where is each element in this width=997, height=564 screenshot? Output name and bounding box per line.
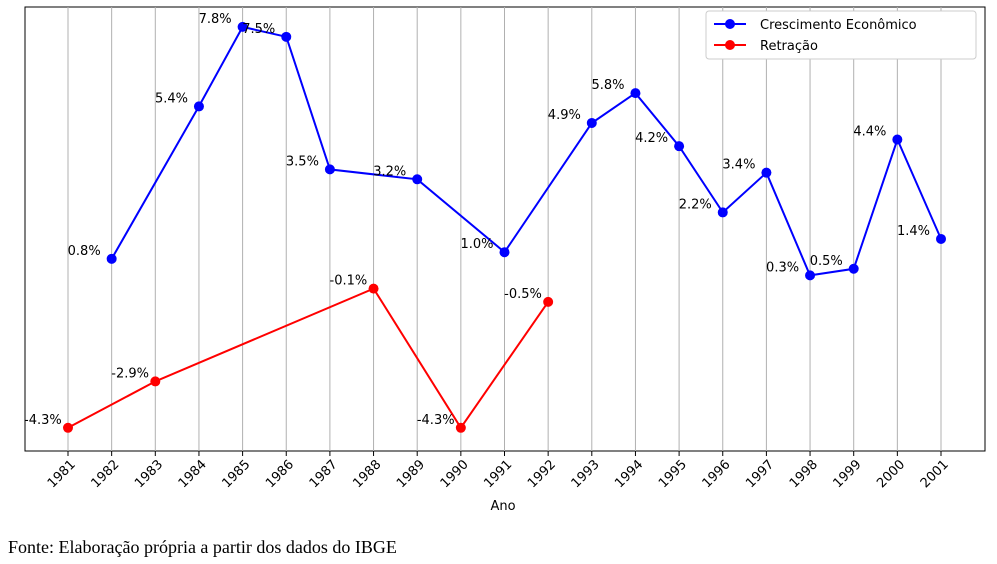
- legend-box: [705, 10, 977, 60]
- x-tick-label-1991: 1991: [481, 457, 515, 491]
- x-tick-label-2001: 2001: [918, 457, 952, 491]
- data-point-0-1998: [805, 270, 816, 281]
- data-point-0-1989: [412, 174, 423, 185]
- x-tick-label-1981: 1981: [45, 457, 79, 491]
- data-label-0-1995: 4.2%: [635, 131, 668, 146]
- x-tick-label-1984: 1984: [176, 457, 210, 491]
- source-note: Fonte: Elaboração própria a partir dos d…: [8, 537, 397, 557]
- x-tick-label-1982: 1982: [88, 457, 122, 491]
- data-point-0-1982: [106, 253, 117, 264]
- x-tick-label-1987: 1987: [307, 457, 341, 491]
- x-axis-title: Ano: [490, 499, 515, 514]
- data-point-0-2000: [892, 134, 903, 145]
- data-point-0-1993: [586, 117, 597, 128]
- data-point-0-1997: [761, 167, 772, 178]
- data-labels: 0.8% 5.4% 7.8% 7.5% 3.5% 3.2% 1.0% 4.9% 5.8% 4.2%…: [24, 12, 930, 428]
- data-point-0-2001: [936, 233, 946, 244]
- x-tick-labels: 1981 1982 1983 1984 1985 1986 1987 1988 1989 1990…: [45, 451, 952, 491]
- x-tick-label-1997: 1997: [743, 457, 777, 491]
- x-tick-label-1998: 1998: [787, 457, 821, 491]
- data-label-0-1997: 3.4%: [722, 158, 755, 173]
- data-point-0-1999: [848, 263, 859, 274]
- series-points: [63, 21, 946, 433]
- data-label-0-1994: 5.8%: [591, 78, 624, 93]
- x-tick-label-1993: 1993: [569, 457, 603, 491]
- data-point-0-1994: [630, 88, 641, 99]
- x-tick-label-1990: 1990: [438, 457, 472, 491]
- x-tick-label-1999: 1999: [831, 457, 865, 491]
- data-label-0-2000: 4.4%: [853, 125, 886, 140]
- data-label-0-1987: 3.5%: [286, 154, 319, 169]
- x-tick-label-1994: 1994: [612, 457, 646, 491]
- x-tick-label-1985: 1985: [219, 457, 253, 491]
- data-label-1-1992: -0.5%: [504, 287, 542, 302]
- line-chart: 0.8% 5.4% 7.8% 7.5% 3.5% 3.2% 1.0% 4.9% 5.8% 4.2%…: [24, 6, 986, 514]
- data-label-0-1989: 3.2%: [373, 164, 406, 179]
- x-tick-label-1986: 1986: [263, 457, 297, 491]
- data-label-1-1988: -0.1%: [330, 274, 368, 289]
- data-point-0-1991: [499, 247, 510, 258]
- data-label-0-1996: 2.2%: [679, 197, 712, 212]
- x-tick-label-2000: 2000: [874, 457, 908, 491]
- data-point-0-1996: [717, 207, 728, 218]
- data-label-0-1984: 5.4%: [155, 91, 188, 106]
- data-label-1-1981: -4.3%: [24, 413, 62, 428]
- data-point-1-1992: [543, 296, 554, 307]
- data-label-0-1982: 0.8%: [68, 244, 101, 259]
- data-label-0-1998: 0.3%: [766, 260, 799, 275]
- data-label-0-1993: 4.9%: [548, 108, 581, 123]
- data-point-0-1995: [674, 141, 685, 152]
- legend-label-retracao: Retração: [760, 39, 818, 54]
- data-point-1-1988: [368, 283, 379, 294]
- data-point-1-1981: [63, 422, 73, 433]
- data-label-1-1990: -4.3%: [417, 413, 455, 428]
- legend-label-crescimento: Crescimento Econômico: [760, 18, 917, 33]
- data-label-0-1985: 7.8%: [199, 12, 232, 27]
- data-point-0-1986: [281, 31, 292, 42]
- series-line-0: [110, 25, 942, 277]
- data-point-0-1985: [237, 21, 248, 32]
- data-point-1-1983: [150, 376, 161, 387]
- data-label-0-1991: 1.0%: [461, 237, 494, 252]
- grid-lines: [67, 7, 942, 451]
- legend: Crescimento Econômico Retração: [705, 10, 977, 60]
- data-label-0-1986: 7.5%: [242, 22, 275, 37]
- x-tick-label-1988: 1988: [350, 457, 384, 491]
- data-label-0-1999: 0.5%: [810, 254, 843, 269]
- data-point-1-1990: [455, 422, 466, 433]
- x-tick-label-1989: 1989: [394, 457, 428, 491]
- data-label-1-1983: -2.9%: [111, 366, 149, 381]
- x-tick-label-1992: 1992: [525, 457, 559, 491]
- data-label-0-2001: 1.4%: [897, 224, 930, 239]
- data-point-0-1984: [193, 101, 204, 112]
- legend-marker-crescimento: [725, 19, 735, 29]
- data-point-0-1987: [324, 164, 335, 175]
- x-tick-label-1983: 1983: [132, 457, 166, 491]
- x-tick-label-1996: 1996: [700, 457, 734, 491]
- legend-marker-retracao: [725, 40, 735, 50]
- x-tick-label-1995: 1995: [656, 457, 690, 491]
